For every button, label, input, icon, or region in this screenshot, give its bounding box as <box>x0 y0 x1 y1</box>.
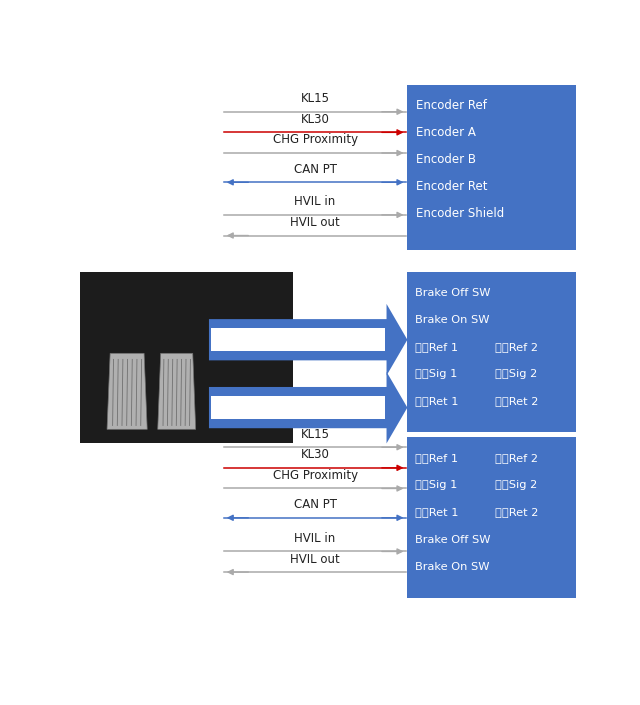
Text: 加速Ref 2: 加速Ref 2 <box>495 453 538 463</box>
Text: 加速Sig 2: 加速Sig 2 <box>495 369 538 379</box>
Text: 加速Ret 2: 加速Ret 2 <box>495 396 538 406</box>
Bar <box>408 437 576 598</box>
Text: 加速Ref 2: 加速Ref 2 <box>495 342 538 352</box>
Text: CAN PT: CAN PT <box>294 163 337 176</box>
Text: HVIL in: HVIL in <box>294 195 336 209</box>
Text: HVIL in: HVIL in <box>294 532 336 545</box>
Text: KL30: KL30 <box>301 448 330 461</box>
Text: CAN PT: CAN PT <box>294 498 337 511</box>
Bar <box>408 272 576 432</box>
Text: 加速Ref 1: 加速Ref 1 <box>415 342 458 352</box>
Text: HVIL out: HVIL out <box>290 216 340 229</box>
Polygon shape <box>157 353 196 429</box>
Text: Encoder A: Encoder A <box>416 126 476 139</box>
Polygon shape <box>107 353 147 429</box>
Text: 加速Ret 1: 加速Ret 1 <box>415 396 458 406</box>
Text: KL15: KL15 <box>301 92 330 105</box>
Text: HVIL out: HVIL out <box>290 553 340 565</box>
Text: Brake On SW: Brake On SW <box>415 562 490 572</box>
Text: 加速Sig 2: 加速Sig 2 <box>495 480 538 490</box>
Text: Brake Off SW: Brake Off SW <box>415 288 490 298</box>
Bar <box>211 329 385 351</box>
Text: CHG Proximity: CHG Proximity <box>273 469 358 482</box>
Bar <box>211 396 385 419</box>
Text: CHG Proximity: CHG Proximity <box>273 133 358 147</box>
Text: Encoder Ret: Encoder Ret <box>416 180 488 193</box>
Text: Encoder B: Encoder B <box>416 153 476 166</box>
Text: KL15: KL15 <box>301 428 330 441</box>
Text: 加速Sig 1: 加速Sig 1 <box>415 369 457 379</box>
Polygon shape <box>209 372 408 443</box>
Text: 加速Ret 1: 加速Ret 1 <box>415 508 458 517</box>
Text: Brake On SW: Brake On SW <box>415 314 490 325</box>
Text: 加速Ref 1: 加速Ref 1 <box>415 453 458 463</box>
Text: 加速Ret 2: 加速Ret 2 <box>495 508 538 517</box>
Text: 加速Sig 1: 加速Sig 1 <box>415 480 457 490</box>
Text: Brake Off SW: Brake Off SW <box>415 534 490 544</box>
Bar <box>408 85 576 250</box>
Bar <box>80 272 293 443</box>
Text: KL30: KL30 <box>301 113 330 126</box>
Polygon shape <box>209 304 408 376</box>
Text: Encoder Shield: Encoder Shield <box>416 207 504 220</box>
Text: Encoder Ref: Encoder Ref <box>416 99 487 111</box>
